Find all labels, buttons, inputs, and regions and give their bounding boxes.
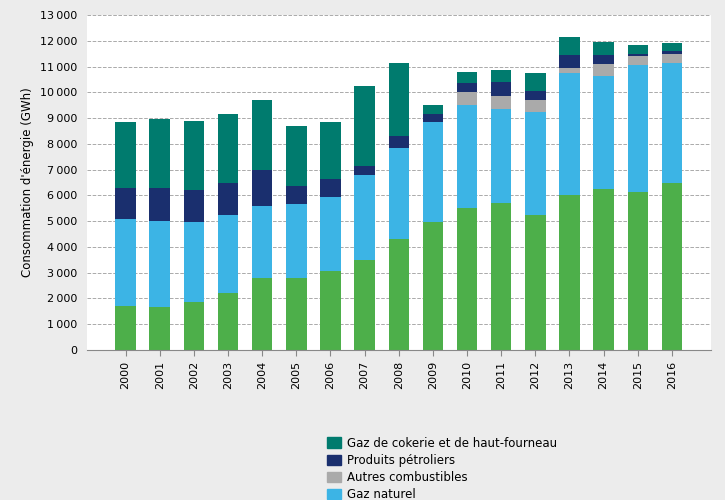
Bar [423,105,443,114]
Bar [525,100,546,112]
Bar [115,306,136,350]
Bar [286,204,307,278]
Bar [183,120,204,190]
Bar [320,196,341,272]
Bar [662,182,682,350]
Bar [320,178,341,196]
Bar [149,188,170,221]
Bar [491,96,511,109]
Bar [389,62,409,136]
Bar [423,114,443,122]
Legend: Gaz de cokerie et de haut-fourneau, Produits pétroliers, Autres combustibles, Ga: Gaz de cokerie et de haut-fourneau, Prod… [327,437,558,500]
Bar [355,86,375,166]
Bar [593,55,614,64]
Bar [183,302,204,350]
Bar [559,68,580,73]
Bar [559,37,580,55]
Bar [559,196,580,350]
Bar [286,186,307,204]
Bar [149,221,170,308]
Bar [218,214,239,294]
Bar [320,272,341,350]
Bar [559,73,580,196]
Bar [423,122,443,222]
Bar [149,120,170,188]
Bar [252,100,273,170]
Bar [252,206,273,278]
Bar [218,114,239,182]
Bar [183,222,204,302]
Bar [662,51,682,54]
Bar [115,188,136,218]
Bar [491,70,511,82]
Bar [593,189,614,350]
Bar [628,56,648,65]
Bar [218,182,239,214]
Y-axis label: Consommation d'énergie (GWh): Consommation d'énergie (GWh) [21,88,34,278]
Bar [525,214,546,350]
Bar [252,170,273,205]
Bar [355,175,375,260]
Bar [252,278,273,350]
Bar [525,73,546,91]
Bar [628,54,648,56]
Bar [389,239,409,350]
Bar [662,44,682,51]
Bar [286,126,307,186]
Bar [491,203,511,350]
Bar [115,218,136,306]
Bar [628,192,648,350]
Bar [355,166,375,175]
Bar [525,91,546,100]
Bar [355,260,375,350]
Bar [662,62,682,182]
Bar [389,136,409,147]
Bar [320,122,341,178]
Bar [593,42,614,55]
Bar [423,222,443,350]
Bar [491,109,511,203]
Bar [457,72,477,84]
Bar [115,122,136,188]
Bar [457,92,477,105]
Bar [389,148,409,239]
Bar [525,112,546,214]
Bar [593,76,614,189]
Bar [457,105,477,208]
Bar [662,54,682,62]
Bar [628,65,648,192]
Bar [457,84,477,92]
Bar [286,278,307,350]
Bar [218,294,239,350]
Bar [183,190,204,222]
Bar [593,64,614,76]
Bar [491,82,511,96]
Bar [628,44,648,54]
Bar [149,308,170,350]
Bar [457,208,477,350]
Bar [559,55,580,68]
